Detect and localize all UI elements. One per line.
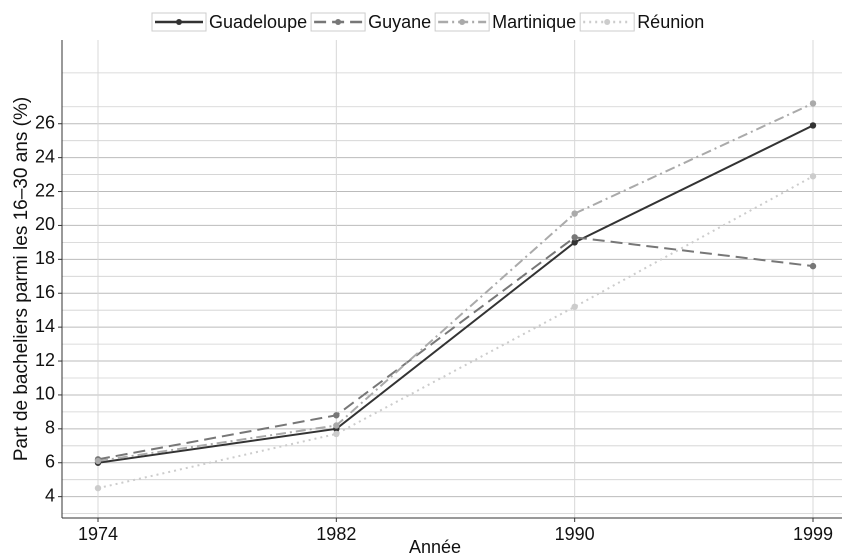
y-tick-label: 6: [45, 451, 55, 471]
legend-dot: [176, 19, 182, 25]
x-tick-label: 1990: [555, 524, 595, 544]
legend-label: Guadeloupe: [209, 12, 307, 32]
data-point: [571, 234, 578, 241]
y-tick-label: 14: [35, 316, 55, 336]
legend-item: Réunion: [579, 12, 704, 32]
legend-label: Martinique: [492, 12, 576, 32]
y-tick-label: 26: [35, 112, 55, 132]
data-point: [571, 239, 578, 246]
legend-label: Réunion: [637, 12, 704, 32]
data-point: [809, 100, 817, 107]
data-point: [809, 173, 817, 180]
data-point: [333, 430, 340, 438]
data-point: [571, 210, 578, 217]
data-point: [571, 303, 578, 310]
data-point: [809, 262, 817, 270]
y-tick-label: 12: [35, 350, 55, 370]
x-tick-label: 1982: [316, 524, 356, 544]
legend-dot: [459, 19, 466, 25]
series-line: [97, 124, 814, 464]
data-point: [94, 484, 102, 492]
y-tick-label: 16: [35, 282, 55, 302]
y-axis-label: Part de bacheliers parmi les 16–30 ans (…: [11, 97, 32, 461]
y-tick-label: 22: [35, 180, 55, 200]
data-point: [809, 122, 817, 129]
legend-item: Guadeloupe: [151, 12, 307, 32]
y-tick-label: 10: [35, 384, 55, 404]
data-point: [94, 457, 102, 465]
y-tick-label: 18: [35, 248, 55, 268]
data-point: [333, 412, 340, 419]
x-axis-label: Année: [409, 537, 461, 557]
y-tick-label: 8: [45, 418, 55, 438]
x-tick-label: 1974: [78, 524, 118, 544]
series-line: [97, 102, 814, 463]
legend-label: Guyane: [368, 12, 431, 32]
legend-item: Guyane: [310, 12, 431, 32]
legend-dot: [604, 19, 611, 25]
x-tick-label: 1999: [793, 524, 833, 544]
series-line: [97, 236, 814, 461]
data-point: [333, 422, 340, 429]
series-line: [97, 175, 814, 490]
legend-dot: [335, 19, 342, 25]
legend-item: Martinique: [434, 12, 576, 32]
y-tick-label: 4: [45, 485, 55, 505]
y-tick-label: 24: [35, 146, 55, 166]
y-tick-label: 20: [35, 214, 55, 234]
